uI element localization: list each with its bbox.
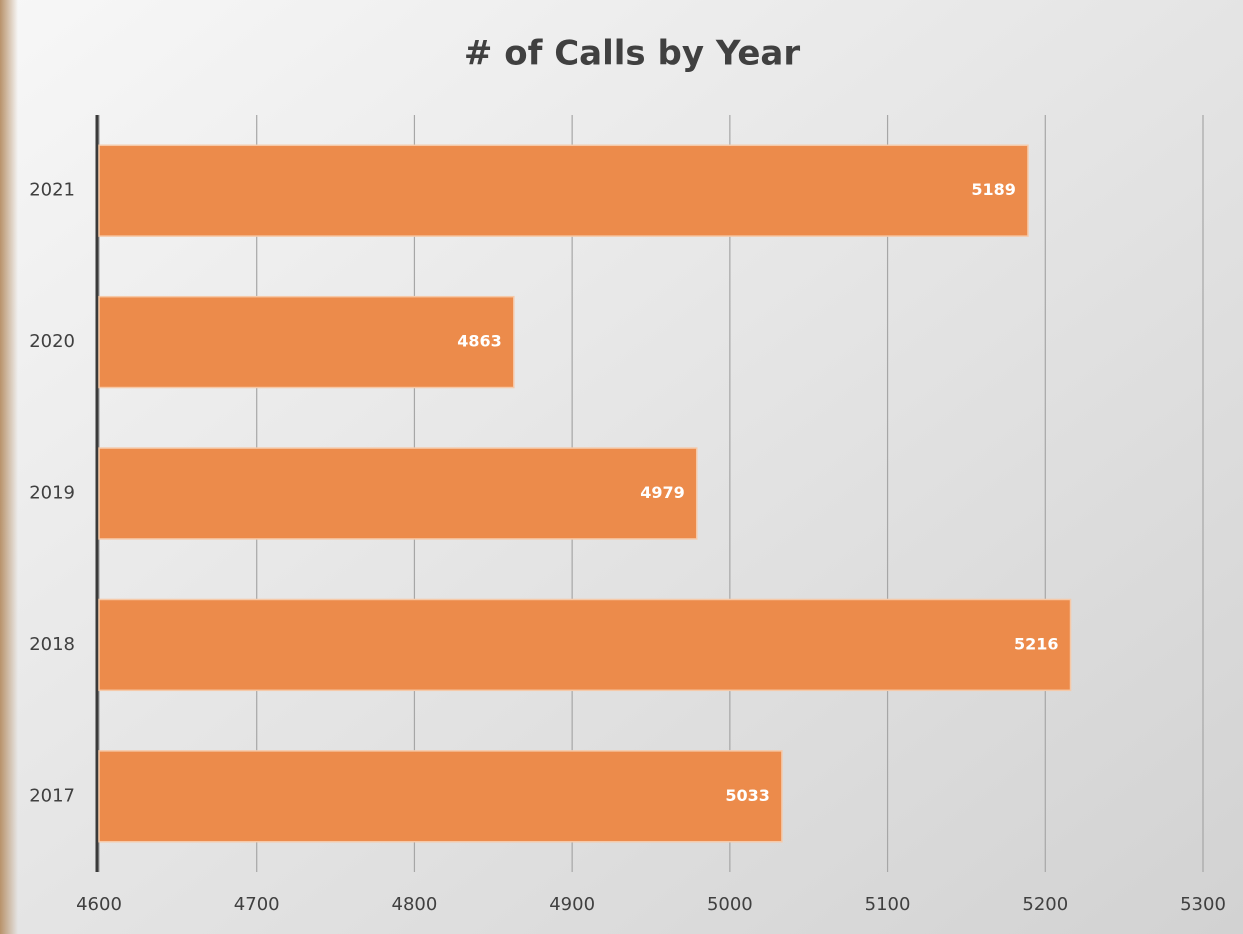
y-tick-label: 2020 (29, 331, 75, 352)
x-tick-label: 5300 (1180, 894, 1226, 915)
bar (98, 598, 1072, 692)
x-tick-label: 5100 (865, 894, 911, 915)
x-tick-label: 4900 (549, 894, 595, 915)
x-tick-label: 4700 (234, 894, 280, 915)
data-label: 4863 (457, 332, 502, 351)
chart-title: # of Calls by Year (464, 34, 800, 74)
y-tick-label: 2017 (29, 785, 75, 806)
x-tick-label: 5000 (707, 894, 753, 915)
x-tick-label: 5200 (1022, 894, 1068, 915)
background-edge (0, 0, 18, 934)
y-tick-label: 2018 (29, 634, 75, 655)
data-label: 5216 (1014, 634, 1059, 653)
plot-area: 4600 4700 4800 4900 5000 5100 5200 5300 2017 5033… (29, 115, 1226, 915)
y-tick-label: 2019 (29, 483, 75, 504)
data-label: 5189 (971, 180, 1016, 199)
y-tick-label: 2021 (29, 180, 75, 201)
bar (98, 144, 1029, 237)
data-label: 5033 (725, 786, 770, 805)
data-label: 4979 (640, 483, 685, 502)
bar (98, 447, 698, 540)
x-tick-label: 4600 (76, 894, 122, 915)
bar (98, 295, 515, 389)
x-tick-label: 4800 (392, 894, 438, 915)
bar (98, 750, 783, 843)
